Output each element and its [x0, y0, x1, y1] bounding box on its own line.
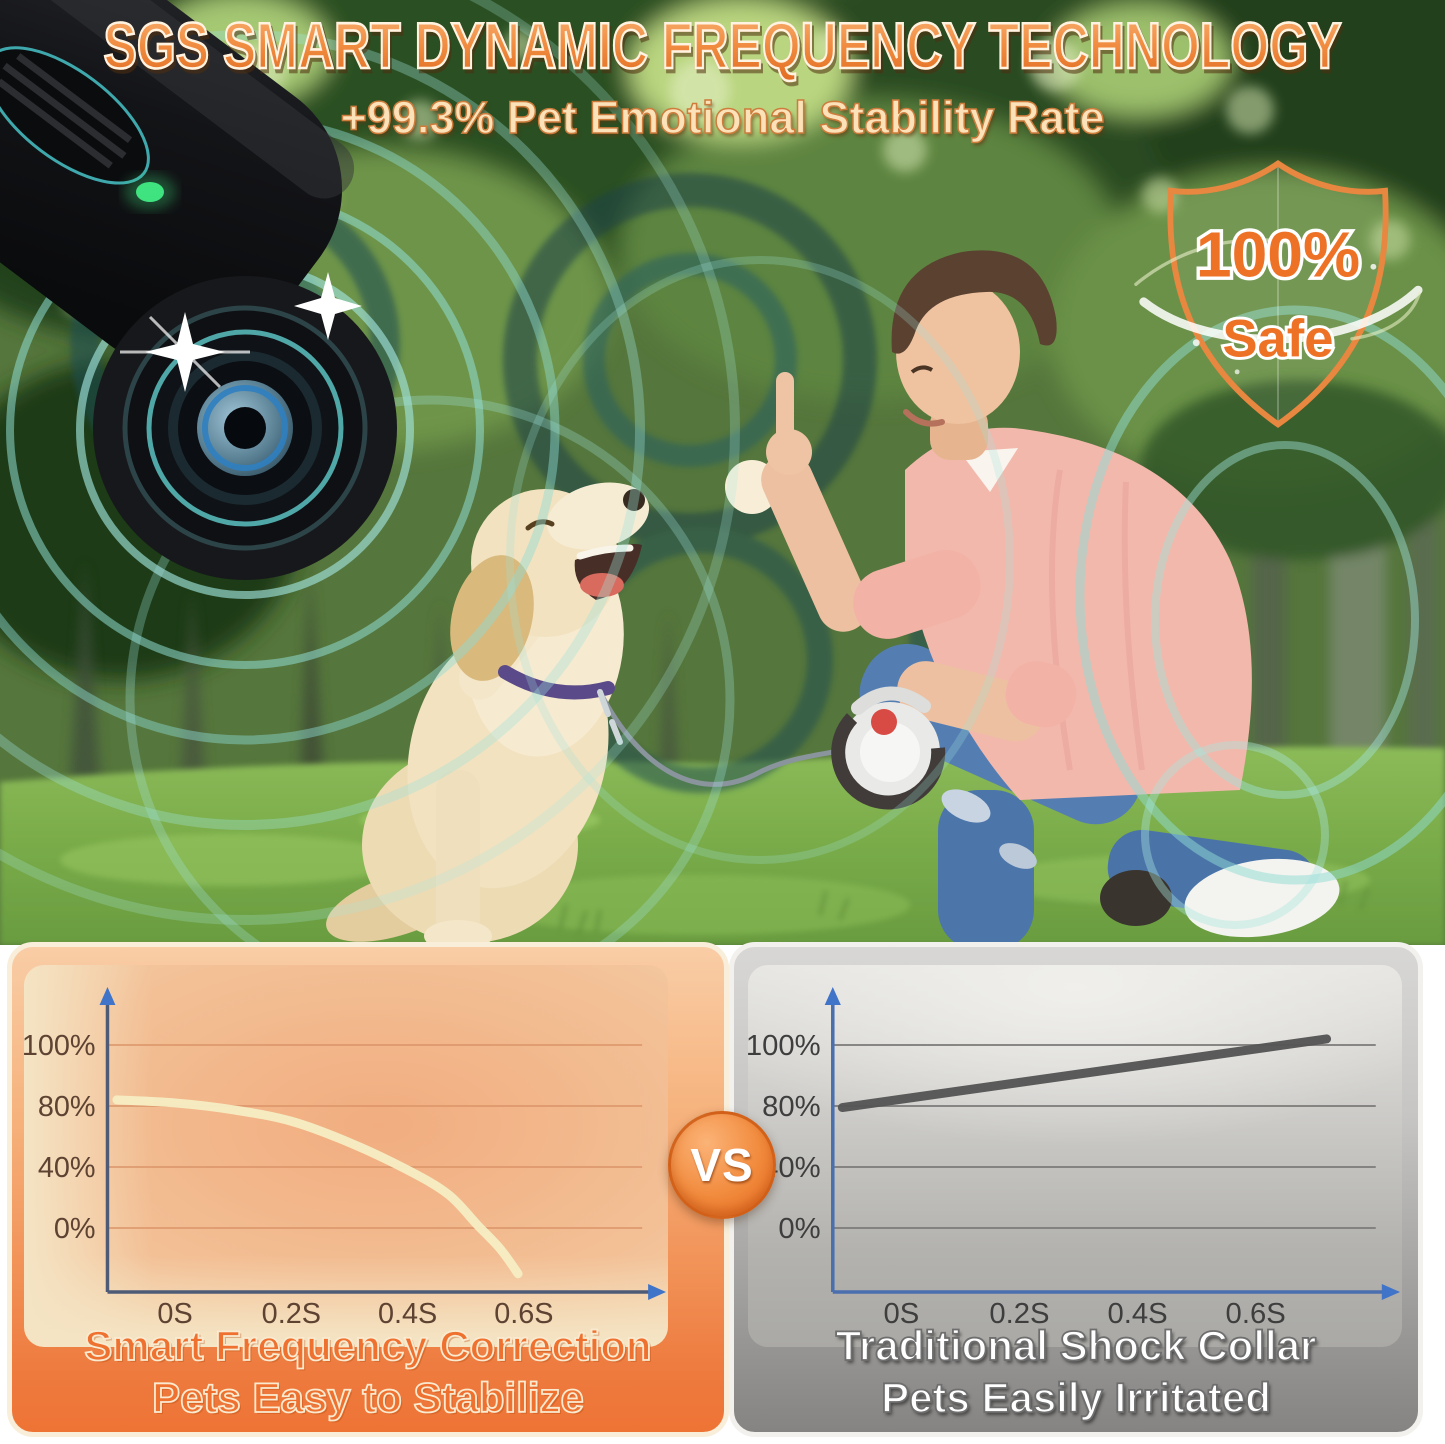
golden-retriever-dog — [326, 460, 883, 945]
dog-tongue — [580, 573, 624, 597]
man-head — [891, 250, 1057, 460]
reel-handle — [851, 686, 931, 715]
raised-finger — [776, 372, 794, 458]
sparkle-glints — [120, 272, 362, 392]
man-raised-arm — [761, 372, 981, 639]
dog-eye — [525, 519, 555, 531]
smart-frequency-chart: 100% 80% 40% 0% 0S 0.2S 0.4S 0.6S — [24, 987, 667, 1330]
right-caption: Traditional Shock Collar Pets Easily Irr… — [734, 1320, 1418, 1424]
svg-text:0S: 0S — [884, 1298, 920, 1330]
svg-text:0%: 0% — [778, 1213, 820, 1245]
svg-text:80%: 80% — [762, 1091, 821, 1123]
device-speaker-cone — [93, 276, 397, 580]
dog-ear — [450, 555, 534, 681]
svg-text:100%: 100% — [24, 1030, 96, 1062]
reel-red-button — [871, 709, 897, 735]
dog-collar — [498, 665, 615, 700]
shield-icon — [1167, 160, 1389, 429]
svg-text:0.6S: 0.6S — [1226, 1298, 1286, 1330]
main-title: SGS SMART DYNAMIC FREQUENCY TECHNOLOGY — [0, 8, 1445, 83]
smart-frequency-panel: 100% 80% 40% 0% 0S 0.2S 0.4S 0.6S Smart Frequen… — [7, 942, 729, 1437]
safe-shield-badge: 100% Safe — [1128, 148, 1428, 440]
subtitle: +99.3% Pet Emotional Stability Rate — [340, 91, 1106, 144]
left-caption-line1: Smart Frequency Correction — [84, 1321, 653, 1370]
shock-collar-panel: 100% 80% 40% 0% 0S 0.2S 0.4S 0.6S Traditional S… — [729, 942, 1423, 1437]
dog-nose — [623, 489, 645, 511]
svg-text:0.4S: 0.4S — [378, 1298, 437, 1330]
scene-illustration — [0, 0, 1445, 945]
shirt-collar — [960, 448, 1018, 492]
shock-collar-chart: 100%80%40%0%0S 0.2S 0.4S 0.6S — [748, 987, 1400, 1330]
right-caption-line1: Traditional Shock Collar — [835, 1321, 1318, 1370]
swoosh-line — [1139, 285, 1423, 344]
jeans-rip — [941, 789, 991, 823]
man-eye — [910, 365, 934, 374]
man-lower-arm — [897, 661, 1077, 742]
leash-chain — [597, 689, 623, 745]
right-caption-line2: Pets Easily Irritated — [880, 1373, 1272, 1422]
safe-label-text: Safe — [1223, 309, 1334, 368]
dog-head — [450, 482, 650, 681]
safe-percent-text: 100% — [1196, 218, 1360, 290]
svg-text:0.2S: 0.2S — [989, 1298, 1049, 1330]
man-hair — [891, 250, 1057, 354]
dog-front-leg — [436, 770, 480, 940]
retractable-leash-reel — [831, 686, 946, 810]
svg-text:80%: 80% — [38, 1091, 96, 1123]
svg-text:0%: 0% — [54, 1213, 96, 1245]
man-smile — [903, 409, 945, 427]
svg-text:100%: 100% — [748, 1030, 821, 1062]
svg-text:0.4S: 0.4S — [1107, 1298, 1167, 1330]
shock-collar-chart-area: 100% 80% 40% 0% 0S 0.2S 0.4S 0.6S — [748, 965, 1402, 1347]
device-speaker-grille — [0, 46, 150, 185]
vs-badge: VS — [668, 1111, 776, 1219]
park-photo-scene — [0, 0, 1445, 945]
svg-text:0.6S: 0.6S — [494, 1298, 553, 1330]
left-caption-line2: Pets Easy to Stabilize — [151, 1373, 585, 1422]
svg-text:0.2S: 0.2S — [262, 1298, 321, 1330]
svg-text:0S: 0S — [157, 1298, 192, 1330]
smart-frequency-chart-area: 100% 80% 40% 0% 0S 0.2S 0.4S 0.6S — [24, 965, 668, 1347]
svg-text:40%: 40% — [38, 1152, 96, 1184]
ultrasonic-device — [0, 0, 397, 580]
left-caption: Smart Frequency Correction Pets Easy to … — [12, 1320, 724, 1424]
